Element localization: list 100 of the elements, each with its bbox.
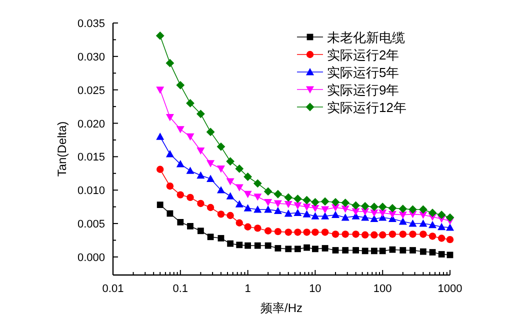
point [378, 210, 387, 217]
y-tick-label: 0.015 [77, 152, 105, 164]
point [446, 224, 454, 231]
point [206, 174, 215, 182]
point [311, 212, 320, 220]
point [398, 212, 407, 219]
point [332, 247, 339, 254]
y-axis-title: Tan(Delta) [55, 121, 69, 177]
point [438, 222, 446, 230]
y-tick-label: 0.020 [77, 118, 105, 130]
point [352, 230, 360, 238]
point [274, 200, 282, 208]
point [236, 219, 243, 226]
point [226, 212, 234, 220]
point [409, 230, 416, 238]
point [254, 194, 262, 201]
y-tick-label: 0.030 [77, 51, 105, 64]
y-tick-label: 0.005 [77, 218, 105, 231]
point [206, 204, 214, 212]
point [176, 80, 185, 90]
point [235, 184, 244, 192]
point [312, 228, 319, 236]
point [342, 230, 349, 238]
point [176, 191, 184, 198]
point [341, 206, 350, 213]
point [244, 223, 252, 230]
point [186, 133, 194, 141]
point [399, 230, 406, 238]
point [206, 128, 215, 136]
point [418, 205, 428, 214]
point [186, 99, 194, 108]
point [420, 230, 427, 238]
point [389, 246, 396, 253]
point [207, 234, 214, 240]
x-tick-label: 100 [373, 283, 392, 295]
point [294, 246, 301, 252]
point [216, 166, 225, 173]
point [302, 204, 311, 211]
point [177, 218, 184, 226]
point [302, 210, 311, 218]
point [197, 200, 204, 208]
point [428, 208, 437, 218]
point [284, 228, 292, 236]
point [274, 206, 282, 214]
point [341, 198, 350, 208]
point [446, 213, 454, 222]
point [227, 240, 234, 247]
point [410, 247, 416, 254]
point [370, 210, 378, 217]
point [284, 193, 293, 202]
point [398, 204, 408, 214]
point [244, 190, 252, 198]
y-tick-label: 0.035 [77, 18, 105, 30]
point [264, 187, 272, 196]
point [370, 231, 378, 238]
legend-label: 实际运行5年 [327, 65, 400, 80]
point [226, 178, 234, 186]
point [408, 205, 417, 214]
point [428, 220, 436, 228]
point [226, 157, 234, 166]
point [370, 248, 378, 254]
point [388, 230, 396, 238]
point [206, 160, 215, 168]
point [186, 194, 194, 202]
point [294, 208, 302, 216]
point [176, 160, 184, 168]
x-tick-label: 10 [309, 283, 322, 295]
point [428, 232, 436, 240]
point [378, 202, 387, 212]
point [331, 210, 340, 218]
point [304, 244, 310, 251]
point [226, 192, 234, 200]
point [217, 210, 225, 218]
x-axis-title: 频率/Hz [260, 301, 302, 315]
point [370, 214, 378, 222]
point [218, 235, 224, 242]
point [274, 190, 282, 198]
point [196, 171, 205, 179]
point [235, 164, 244, 173]
point [274, 245, 282, 252]
point [236, 242, 243, 248]
point [400, 247, 406, 254]
x-tick-label: 0.1 [172, 283, 188, 295]
point [408, 220, 417, 227]
point [341, 214, 350, 221]
point [294, 194, 302, 203]
point [331, 198, 340, 206]
point [311, 198, 320, 206]
point [352, 247, 359, 254]
point [419, 220, 428, 227]
point [284, 210, 292, 217]
point [303, 228, 310, 236]
point [294, 202, 302, 210]
point [360, 202, 370, 210]
legend-label: 实际运行12年 [327, 100, 406, 115]
point [321, 228, 329, 236]
point [254, 224, 262, 232]
point [274, 228, 282, 236]
point [244, 172, 252, 181]
point [294, 228, 302, 236]
